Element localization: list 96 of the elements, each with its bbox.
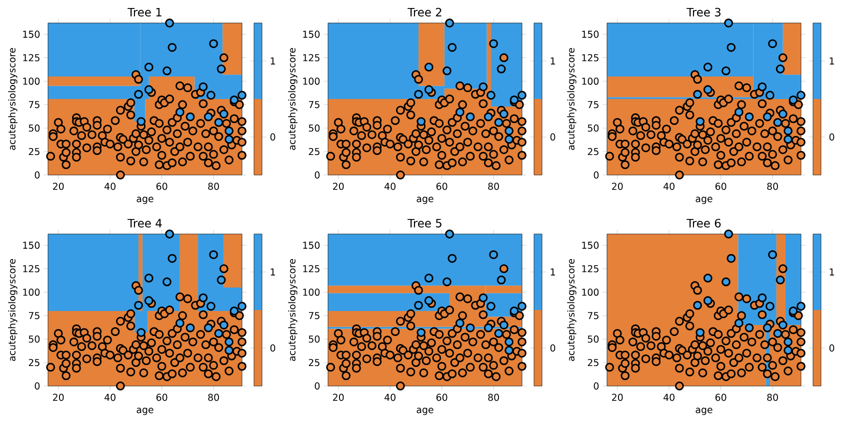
y-tick-label: 0 [34, 171, 40, 179]
y-tick-label: 150 [582, 242, 599, 249]
x-tick-label: 80 [208, 394, 219, 401]
y-tick-label: 150 [303, 30, 320, 38]
y-tick-label: 150 [23, 30, 40, 38]
x-axis-title: age [416, 408, 434, 416]
x-tick-label: 60 [436, 394, 448, 401]
x-tick-label: 40 [664, 182, 674, 190]
y-tick-label: 150 [582, 30, 599, 38]
y-tick-label: 75 [28, 312, 40, 320]
x-tick-label: 80 [208, 182, 219, 190]
x-tick-label: 40 [384, 182, 396, 190]
y-tick-label: 25 [28, 148, 40, 156]
y-tick-label: 25 [588, 148, 598, 156]
y-tick-label: 0 [594, 382, 599, 390]
x-tick-label: 40 [664, 394, 674, 401]
color-bar-label: 1 [830, 58, 834, 64]
y-tick-label: 150 [23, 242, 40, 249]
y-tick-label: 125 [303, 265, 320, 272]
x-tick-label: 80 [767, 394, 778, 401]
y-tick-label: 50 [588, 336, 599, 343]
color-bar-label: 1 [550, 268, 555, 276]
x-tick-label: 60 [436, 182, 448, 190]
x-tick-label: 20 [53, 394, 64, 401]
y-tick-label: 50 [308, 336, 320, 343]
y-tick-label: 75 [308, 101, 320, 108]
y-axis-title: acutephysiologyscore [567, 258, 576, 361]
y-tick-label: 75 [28, 101, 40, 108]
x-tick-label: 40 [104, 182, 116, 190]
x-axis-title: age [136, 196, 154, 204]
color-bar-label: 0 [829, 133, 834, 141]
color-bar-label: 0 [550, 133, 556, 141]
y-tick-label: 0 [314, 382, 320, 390]
color-bar-label: 0 [829, 344, 834, 352]
x-tick-label: 60 [715, 394, 726, 401]
x-tick-label: 60 [715, 182, 726, 190]
y-tick-label: 125 [23, 265, 40, 272]
y-tick-label: 100 [23, 78, 40, 85]
x-tick-label: 40 [104, 394, 116, 401]
color-bar-label: 1 [270, 268, 275, 276]
chart-title: Tree 6 [686, 218, 721, 228]
y-tick-label: 75 [308, 312, 320, 320]
y-tick-label: 25 [308, 358, 320, 366]
chart-title: Tree 4 [128, 218, 162, 228]
color-bar-label: 1 [270, 58, 275, 64]
y-axis-title: acutephysiologyscore [8, 48, 18, 150]
y-tick-label: 125 [582, 54, 598, 62]
y-tick-label: 75 [588, 312, 598, 320]
x-tick-label: 20 [333, 182, 344, 190]
y-tick-label: 100 [303, 288, 320, 296]
x-axis-title: age [696, 408, 712, 416]
y-tick-label: 100 [582, 288, 599, 296]
x-axis-title: age [696, 196, 712, 204]
color-bar-label: 0 [270, 133, 276, 141]
color-bar-label: 1 [550, 58, 555, 64]
x-tick-label: 60 [156, 394, 168, 401]
y-tick-label: 125 [582, 265, 598, 272]
y-tick-label: 100 [303, 78, 320, 85]
y-tick-label: 25 [588, 358, 598, 366]
x-tick-label: 20 [612, 394, 623, 401]
chart-title: Tree 5 [408, 218, 442, 228]
x-tick-label: 80 [488, 182, 499, 190]
y-tick-label: 125 [23, 54, 40, 62]
x-tick-label: 60 [156, 182, 168, 190]
y-tick-label: 50 [28, 124, 40, 132]
y-tick-label: 25 [28, 358, 40, 366]
y-tick-label: 50 [308, 124, 320, 132]
y-tick-label: 25 [308, 148, 320, 156]
x-tick-label: 80 [488, 394, 499, 401]
y-tick-label: 0 [314, 171, 320, 179]
y-tick-label: 0 [34, 382, 40, 390]
color-bar-label: 1 [830, 268, 834, 276]
y-tick-label: 0 [594, 171, 599, 179]
chart-title: Tree 3 [686, 8, 720, 16]
y-tick-label: 50 [588, 124, 599, 132]
x-tick-label: 40 [384, 394, 396, 401]
y-tick-label: 100 [582, 78, 599, 85]
x-tick-label: 20 [53, 182, 64, 190]
x-tick-label: 80 [767, 182, 778, 190]
x-tick-label: 20 [612, 182, 623, 190]
y-tick-label: 100 [23, 288, 40, 296]
y-axis-title: acutephysiologyscore [288, 48, 298, 150]
color-bar-label: 0 [270, 344, 276, 352]
y-axis-title: acutephysiologyscore [567, 48, 576, 150]
chart-title: Tree 1 [128, 8, 162, 16]
x-axis-title: age [416, 196, 434, 204]
color-bar-label: 0 [550, 344, 556, 352]
chart-title: Tree 2 [408, 8, 442, 16]
y-tick-label: 75 [588, 101, 598, 108]
y-axis-title: acutephysiologyscore [288, 258, 298, 361]
x-axis-title: age [136, 408, 154, 416]
x-tick-label: 20 [333, 394, 344, 401]
y-tick-label: 150 [303, 242, 320, 249]
y-tick-label: 50 [28, 336, 40, 343]
y-axis-title: acutephysiologyscore [8, 258, 18, 361]
y-tick-label: 125 [303, 54, 320, 62]
